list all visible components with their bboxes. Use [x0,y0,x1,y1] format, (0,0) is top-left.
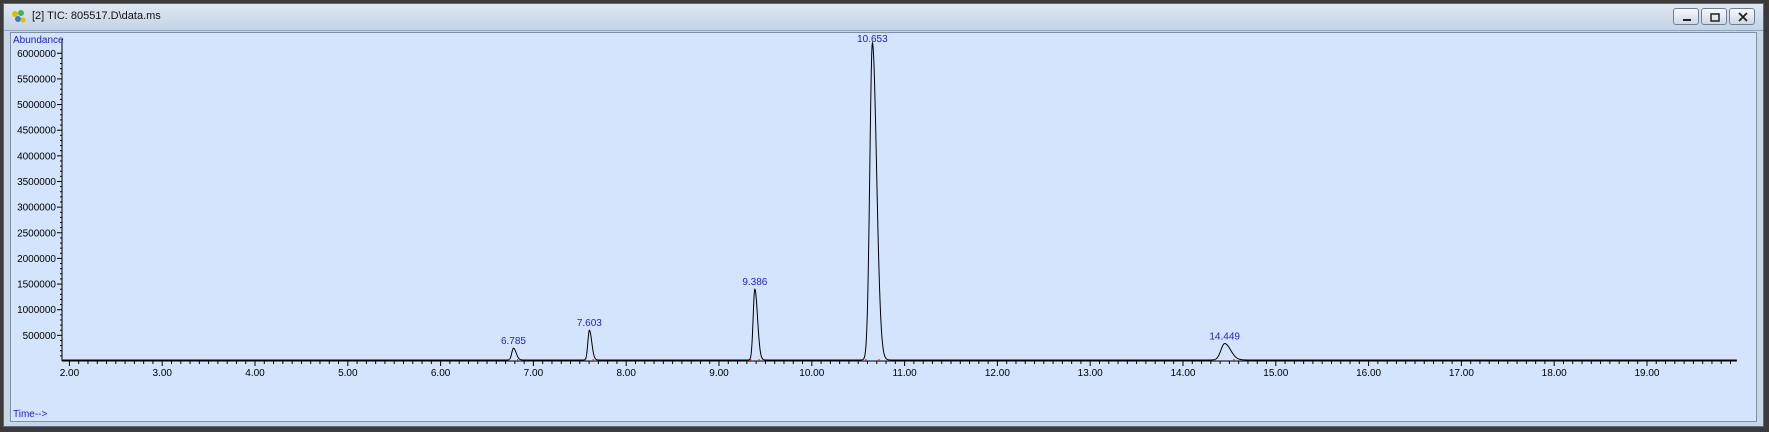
x-tick-label: 13.00 [1078,368,1103,379]
y-tick-label: 2500000 [17,228,56,239]
x-tick-label: 5.00 [338,368,358,379]
y-tick-label: 4500000 [17,126,56,137]
x-tick-label: 8.00 [616,368,636,379]
peak-label[interactable]: 10.653 [857,34,888,45]
x-tick-label: 16.00 [1356,368,1381,379]
minimize-icon [1683,19,1691,21]
y-tick-label: 3500000 [17,177,56,188]
peak-labels: 6.785 7.603 9.386 10.653 14.449 [501,34,1240,362]
x-tick-label: 3.00 [152,368,172,379]
y-tick-label: 1500000 [17,280,56,291]
x-axis: 2.00 3.00 4.00 5.00 6.00 7.00 8.00 9.00 10.00 11.… [60,360,1737,379]
x-tick-label: 12.00 [985,368,1010,379]
window-controls [1671,8,1755,26]
x-tick-label: 7.00 [524,368,544,379]
peak-label[interactable]: 14.449 [1209,332,1240,343]
minimize-button[interactable] [1673,8,1699,25]
close-button[interactable] [1729,8,1755,25]
chromatogram-app-icon[interactable] [11,9,27,25]
x-tick-label: 10.00 [799,368,824,379]
y-axis: 500000 1000000 1500000 2000000 2500000 300000… [17,39,63,361]
x-axis-title: Time--> [13,409,48,420]
tic-chromatogram-chart[interactable]: 500000 1000000 1500000 2000000 2500000 300000… [11,33,1756,421]
y-tick-label: 1000000 [17,305,56,316]
x-tick-label: 17.00 [1449,368,1474,379]
x-tick-label: 2.00 [60,368,80,379]
x-tick-label: 19.00 [1634,368,1659,379]
x-tick-label: 9.00 [709,368,729,379]
restore-button[interactable] [1701,8,1727,25]
y-axis-title: Abundance [13,35,64,46]
title-bar[interactable]: [2] TIC: 805517.D\data.ms [4,4,1763,31]
peak-label[interactable]: 6.785 [501,336,526,347]
x-tick-label: 18.00 [1542,368,1567,379]
restore-icon [1710,13,1720,22]
y-tick-label: 5000000 [17,100,56,111]
chromatogram-plot-area[interactable]: 500000 1000000 1500000 2000000 2500000 300000… [10,32,1757,422]
y-tick-label: 6000000 [17,49,56,60]
y-tick-label: 5500000 [17,74,56,85]
x-tick-label: 14.00 [1170,368,1195,379]
peak-label[interactable]: 7.603 [577,318,602,329]
x-tick-label: 6.00 [431,368,451,379]
x-tick-label: 15.00 [1263,368,1288,379]
window-title: [2] TIC: 805517.D\data.ms [32,10,161,22]
y-tick-label: 3000000 [17,203,56,214]
y-tick-label: 4000000 [17,151,56,162]
close-icon [1738,12,1748,22]
chromatogram-window: [2] TIC: 805517.D\data.ms 500000 1000000 1… [3,3,1764,427]
x-tick-label: 4.00 [245,368,265,379]
y-tick-label: 2000000 [17,254,56,265]
x-tick-label: 11.00 [892,368,917,379]
tic-trace-line [62,41,1737,361]
y-tick-label: 500000 [23,331,57,342]
peak-label[interactable]: 9.386 [742,277,767,288]
